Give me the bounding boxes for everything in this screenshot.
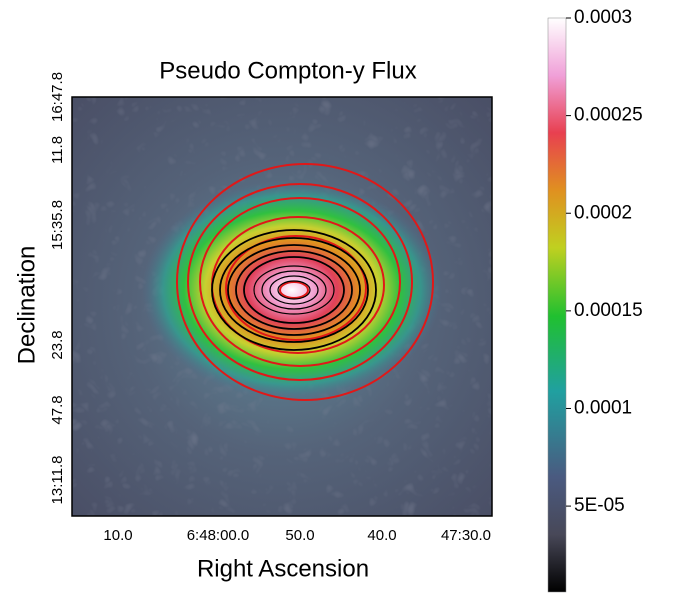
x-tick-label: 47:30.0 (441, 527, 491, 544)
x-tick-label: 6:48:00.0 (187, 527, 250, 544)
colorbar-tick-label: 0.0002 (574, 202, 632, 223)
colorbar-tick-label: 0.00025 (574, 105, 643, 126)
y-tick-label: 47.8 (49, 395, 66, 424)
colorbar-tick-label: 0.00015 (574, 300, 643, 321)
y-tick-label: 13:11.8 (49, 456, 66, 505)
y-tick-label: 16:47.8 (49, 72, 66, 122)
colorbar-tick-label: 0.0001 (574, 397, 632, 418)
x-axis-label: Right Ascension (197, 555, 369, 582)
x-tick-label: 10.0 (103, 527, 132, 544)
x-tick-label: 50.0 (285, 527, 314, 544)
y-tick-label: 11.8 (49, 136, 66, 164)
colorbar (547, 17, 567, 593)
x-tick-label: 40.0 (367, 527, 396, 544)
colorbar-tick-label: 0.0003 (574, 7, 632, 28)
frame (71, 96, 493, 517)
colorbar-tick-label: 5E-05 (574, 495, 625, 516)
y-axis-label: Declination (13, 246, 40, 365)
chart-title: Pseudo Compton-y Flux (159, 57, 416, 84)
y-tick-label: 15:35.8 (49, 200, 66, 250)
y-tick-label: 23.8 (49, 330, 66, 359)
image (72, 97, 492, 516)
